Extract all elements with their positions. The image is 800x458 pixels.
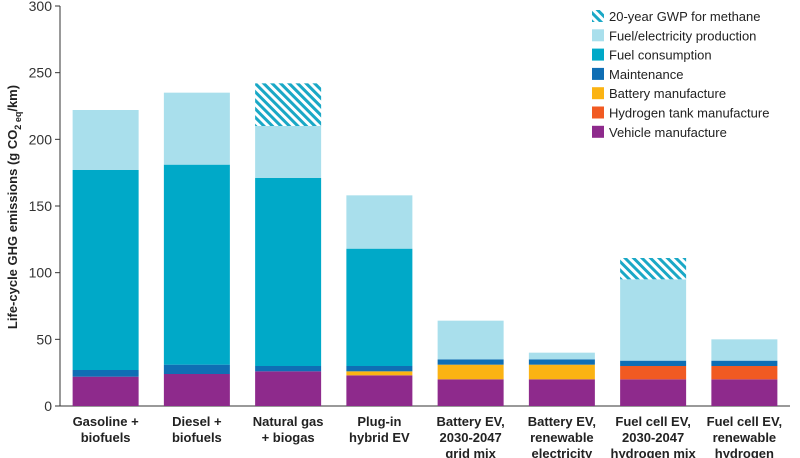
x-category-label-line: 2030-2047 [622,430,684,445]
y-tick-label: 0 [44,398,52,414]
bar-segment-battery-manufacture [346,371,413,376]
bar-segment-maintenance [163,364,230,374]
bar-segment-vehicle-manufacture [163,374,230,406]
x-category-label-line: Diesel + [172,414,222,429]
bar-segment-fuel-electricity-production [620,279,687,361]
x-category-label-line: 2030-2047 [440,430,502,445]
x-category-label-line: renewable [530,430,594,445]
y-axis-label-unit: /km) [5,85,20,112]
legend-swatch-20-year-gwp-for-methane [592,10,604,22]
bar-segment-fuel-electricity-production [346,195,413,249]
x-category-label: Natural gas + biogas [253,414,324,445]
bar-segment-fuel-electricity-production [528,352,595,360]
x-category-label: Battery EV, renewable electricity [528,414,596,458]
bar-segment-maintenance [528,359,595,365]
bar-segment-vehicle-manufacture [437,379,504,406]
legend-label: Maintenance [609,67,683,82]
x-category-label: Fuel cell EV, renewable hydrogen [707,414,782,458]
legend-swatch-maintenance [592,67,604,80]
bar-segment-maintenance [620,360,687,366]
x-category-label-line: biofuels [172,430,222,445]
bar-segment-fuel-electricity-production [711,339,778,361]
x-category-label-line: Battery EV, [437,414,505,429]
legend-label: Vehicle manufacture [609,125,727,140]
x-category-label-line: biofuels [81,430,131,445]
legend-swatch-hydrogen-tank-manufacture [592,106,604,119]
bar-segment-fuel-consumption [255,178,322,366]
bar-segment-vehicle-manufacture [346,375,413,406]
y-tick-label: 200 [29,131,53,147]
legend-label: 20-year GWP for methane [609,9,761,24]
legend-swatch-vehicle-manufacture [592,125,604,138]
y-tick-label: 300 [29,0,53,14]
y-axis-label: Life-cycle GHG emissions (g CO2 eq/km) [5,85,23,329]
bar-segment-maintenance [437,359,504,365]
bar-segment-vehicle-manufacture [255,371,322,406]
bar-segment-battery-manufacture [437,364,504,380]
bar-segment-battery-manufacture [528,364,595,380]
bar-segment-hydrogen-tank-manufacture [620,366,687,380]
x-category-label-line: Fuel cell EV, [615,414,690,429]
bar-segment-fuel-consumption [163,164,230,365]
y-tick-label: 150 [29,198,53,214]
legend-label: Battery manufacture [609,86,726,101]
bar-segment-maintenance [255,366,322,372]
bar-segment-maintenance [711,360,778,366]
x-category-label-line: Plug-in [357,414,401,429]
x-category-label-line: Natural gas [253,414,324,429]
x-category-label: Gasoline + biofuels [73,414,140,445]
bar-segment-vehicle-manufacture [620,379,687,406]
x-category-label-line: renewable [713,430,777,445]
bar-segment-vehicle-manufacture [528,379,595,406]
x-category-label-line: electricity [532,446,593,458]
bars [72,83,778,406]
legend-label: Hydrogen tank manufacture [609,106,769,121]
bar-segment-fuel-electricity-production [163,92,230,165]
bar-segment-vehicle-manufacture [72,376,139,406]
x-category-label-line: + biogas [262,430,315,445]
legend: 20-year GWP for methane Fuel/electricity … [592,9,769,140]
legend-swatch-fuel-consumption [592,48,604,61]
legend-label: Fuel/electricity production [609,28,756,43]
bar-segment-maintenance [72,370,139,377]
x-category-label-line: hydrogen [715,446,774,458]
bar-segment-fuel-electricity-production [437,320,504,360]
x-category-label: Diesel + biofuels [172,414,222,445]
bar-segment-fuel-electricity-production [255,126,322,178]
y-axis-label-subscript: 2 eq [13,112,23,130]
legend-label: Fuel consumption [609,48,712,63]
x-category-label: Battery EV, 2030-2047 grid mix [437,414,505,458]
y-tick-label: 50 [36,331,52,347]
x-category-label-line: grid mix [445,446,496,458]
bar-segment-hydrogen-tank-manufacture [711,366,778,380]
x-category-label: Plug-in hybrid EV [349,414,410,445]
bar-segment-fuel-consumption [72,170,139,370]
bar-segment-fuel-electricity-production [72,110,139,170]
legend-swatch-fuel-electricity-production [592,29,604,42]
y-axis-label-main: Life-cycle GHG emissions (g CO [5,130,20,329]
x-category-label-line: Battery EV, [528,414,596,429]
y-tick-label: 250 [29,65,53,81]
x-category-label-line: hybrid EV [349,430,410,445]
bar-segment-maintenance [346,366,413,372]
x-category-label: Fuel cell EV, 2030-2047 hydrogen mix [611,414,697,458]
bar-segment-fuel-consumption [346,248,413,366]
bar-segment-vehicle-manufacture [711,379,778,406]
bar-segment-20-year-gwp-for-methane [620,258,687,280]
x-category-label-line: Fuel cell EV, [707,414,782,429]
y-tick-label: 100 [29,265,53,281]
bar-segment-20-year-gwp-for-methane [255,83,322,126]
x-category-label-line: hydrogen mix [611,446,697,458]
x-category-label-line: Gasoline + [73,414,140,429]
legend-swatch-battery-manufacture [592,87,604,100]
